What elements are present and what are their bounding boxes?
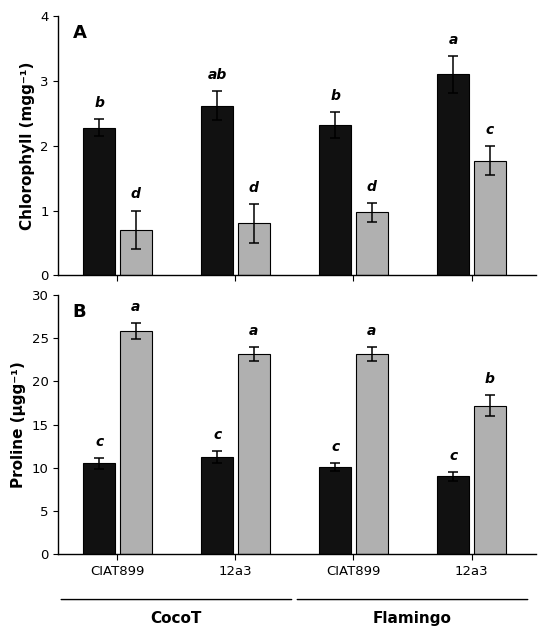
Text: ab: ab [207, 68, 227, 82]
Bar [319, 467, 351, 554]
Bar [474, 406, 506, 554]
Text: b: b [485, 372, 494, 386]
Text: Flamingo: Flamingo [373, 612, 452, 626]
Text: CocoT: CocoT [151, 612, 202, 626]
Bar [83, 127, 115, 275]
Bar [437, 476, 469, 554]
Bar [237, 354, 270, 554]
Bar [319, 125, 351, 275]
Text: a: a [449, 33, 458, 47]
Y-axis label: Chlorophyll (mgg⁻¹): Chlorophyll (mgg⁻¹) [20, 62, 34, 230]
Bar [201, 106, 233, 275]
Bar [356, 213, 388, 275]
Bar [201, 457, 233, 554]
Text: c: c [95, 435, 103, 449]
Text: c: c [213, 428, 222, 442]
Text: d: d [367, 180, 377, 194]
Text: c: c [449, 449, 457, 463]
Text: a: a [367, 324, 376, 338]
Bar [474, 161, 506, 275]
Text: b: b [330, 89, 340, 103]
Bar [120, 230, 152, 275]
Text: c: c [486, 124, 494, 138]
Bar [83, 464, 115, 554]
Text: c: c [331, 440, 339, 454]
Bar [437, 75, 469, 275]
Text: B: B [73, 303, 86, 321]
Text: a: a [131, 301, 141, 315]
Bar [120, 331, 152, 554]
Text: d: d [131, 187, 141, 201]
Bar [237, 224, 270, 275]
Bar [356, 354, 388, 554]
Text: b: b [94, 96, 104, 110]
Text: A: A [73, 24, 86, 42]
Text: d: d [249, 181, 259, 195]
Y-axis label: Proline (µgg⁻¹): Proline (µgg⁻¹) [11, 361, 26, 488]
Text: a: a [249, 324, 258, 338]
